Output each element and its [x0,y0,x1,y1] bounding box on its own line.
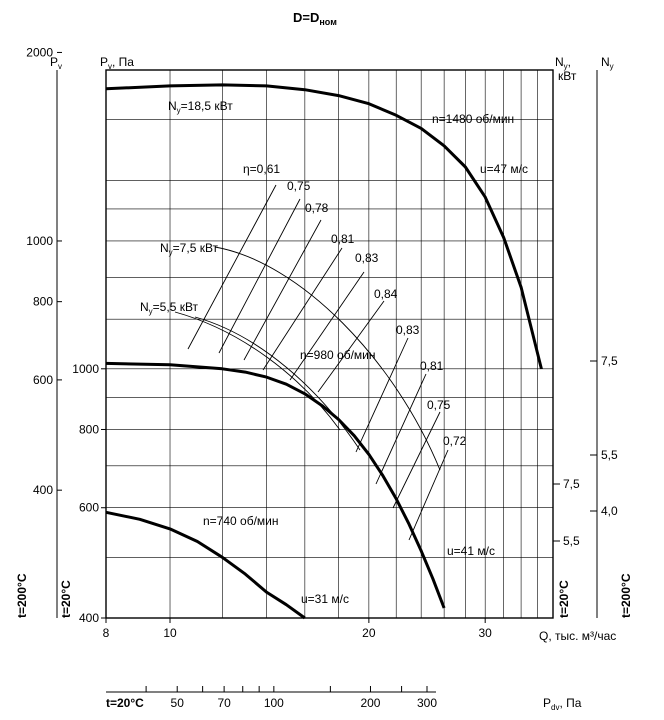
tip-speed-label-41: u=41 м/с [447,544,495,558]
efficiency-label: 0,75 [427,398,451,412]
grid [106,70,553,618]
bottom-tick-label: 70 [217,696,231,710]
temp-label-left-200: t=200°C [15,573,29,618]
efficiency-line [408,449,449,541]
x-tick-label: 8 [103,626,110,640]
outer-left-axis-label: Pv [50,55,62,71]
efficiency-label: 0,72 [443,434,467,448]
efficiency-lines [187,184,449,541]
fan-curve-2 [105,510,306,620]
outer-right-tick-label: 7,5 [601,354,618,368]
efficiency-line [289,271,365,381]
temp-label-right-20: t=20°C [557,580,571,618]
outer-left-tick-label: 1000 [26,234,53,248]
efficiency-label: 0,84 [374,287,398,301]
outer-right-axis-ticks: 7,5 5,5 4,0 [590,354,618,518]
inner-left-tick-label: 600 [79,501,99,515]
x-tick-label: 10 [163,626,177,640]
bottom-axis-temp: t=20°C [106,696,144,710]
tip-speed-label-31: u=31 м/с [301,592,349,606]
x-tick-label: 30 [479,626,493,640]
inner-left-tick-label: 400 [79,611,99,625]
power-label-18-5: Ny=18,5 кВт [168,99,233,115]
efficiency-label: 0,81 [331,232,355,246]
x-axis-label: Q, тыс. м³/час [539,629,616,643]
efficiency-label: η=0,61 [243,162,280,176]
bottom-tick-label: 200 [360,696,380,710]
bottom-tick-label: 100 [264,696,284,710]
power-curve [194,316,361,451]
chart-title: D=Dном [293,10,337,27]
temp-label-right-200: t=200°C [619,573,633,618]
speed-label-980: n=980 об/мин [300,348,376,362]
bottom-tick-label: 300 [417,696,437,710]
inner-left-axis-label: Pv, Па [100,55,134,71]
inner-right-tick-label: 5,5 [563,534,580,548]
outer-left-axis-ticks: 2000 1000 800 600 400 [26,45,62,497]
inner-right-tick-label: 7,5 [563,477,580,491]
inner-right-axis-ticks: 7,5 5,5 [553,477,580,548]
efficiency-line [317,300,385,393]
power-label-7-5: Ny=7,5 кВт [160,241,219,257]
power-label-5-5: Ny=5,5 кВт [140,300,199,316]
bottom-axis-label: Pdv, Па [543,696,582,712]
speed-label-740: n=740 об/мин [203,514,279,528]
efficiency-labels: η=0,610,750,780,810,830,840,830,810,750,… [243,162,467,448]
outer-right-tick-label: 4,0 [601,504,618,518]
tip-speed-label-47: u=47 м/с [480,162,528,176]
power-curve [174,311,341,431]
temp-label-left-20: t=20°C [59,580,73,618]
bottom-axis-ticks: 50 70 100 200 300 [145,686,437,710]
inner-right-axis-unit: кВт [558,69,577,83]
efficiency-line [375,373,427,485]
efficiency-line [243,219,322,361]
inner-left-tick-label: 800 [79,422,99,436]
inner-right-axis-label: Ny, [555,55,571,71]
efficiency-line [355,337,409,453]
efficiency-line [187,184,277,350]
outer-right-tick-label: 5,5 [601,448,618,462]
fan-curves [105,83,543,620]
efficiency-label: 0,81 [420,359,444,373]
power-curve [214,246,441,471]
plot-frame [105,69,554,619]
inner-left-axis-ticks: 1000 800 600 400 [72,362,106,625]
outer-left-tick-label: 800 [33,295,53,309]
efficiency-label: 0,78 [305,201,329,215]
x-axis-ticks: 8 10 20 30 [103,618,493,640]
x-tick-label: 20 [362,626,376,640]
speed-label-1480: n=1480 об/мин [432,112,514,126]
bottom-tick-label: 50 [171,696,185,710]
fan-curve-0 [105,83,543,370]
efficiency-line [218,198,301,354]
efficiency-label: 0,83 [396,323,420,337]
efficiency-line [392,411,441,509]
outer-right-axis-label: Ny [601,55,614,71]
efficiency-line [262,247,343,371]
inner-left-tick-label: 1000 [72,362,99,376]
efficiency-label: 0,75 [287,179,311,193]
outer-left-tick-label: 2000 [26,45,53,59]
fan-curve-1 [105,361,446,609]
power-curves [174,246,441,471]
efficiency-label: 0,83 [355,251,379,265]
outer-left-tick-label: 400 [33,483,53,497]
outer-left-tick-label: 600 [33,373,53,387]
